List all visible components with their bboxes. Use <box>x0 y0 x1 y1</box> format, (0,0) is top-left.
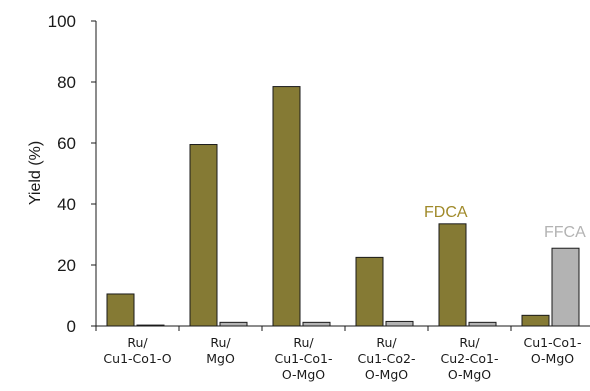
x-category-label: Ru/ <box>459 335 480 350</box>
y-tick-label: 100 <box>48 12 76 31</box>
bar-ffca-2 <box>302 321 331 327</box>
bar-fdca-5 <box>521 314 550 327</box>
x-category-label: Cu1-Co1-O <box>103 351 171 366</box>
fdca-annotation: FDCA <box>424 204 468 221</box>
x-axis <box>95 325 590 331</box>
x-category-label: Ru/ <box>127 335 148 350</box>
x-category-label: O-MgO <box>448 367 491 382</box>
x-category-label: O-MgO <box>365 367 408 382</box>
x-category-label: Cu1-Co1- <box>524 335 582 350</box>
bar-ffca-3 <box>385 320 414 327</box>
y-axis-title: Yield (%) <box>27 141 44 205</box>
y-axis: 0 20 40 60 80 100 <box>48 12 97 336</box>
x-category-label: O-MgO <box>531 351 574 366</box>
ffca-annotation: FFCA <box>544 224 586 241</box>
x-category-label: O-MgO <box>282 367 325 382</box>
x-category-label: Ru/ <box>376 335 397 350</box>
x-category-label: Cu1-Co2- <box>358 351 416 366</box>
y-tick-label: 60 <box>57 134 76 153</box>
category-labels: Ru/Cu1-Co1-ORu/MgORu/Cu1-Co1-O-MgORu/Cu1… <box>103 335 581 382</box>
bars <box>106 86 580 327</box>
bar-fdca-1 <box>189 144 218 327</box>
bar-ffca-5 <box>551 247 580 327</box>
x-category-label: Cu1-Co1- <box>275 351 333 366</box>
y-tick-label: 20 <box>57 256 76 275</box>
bar-ffca-1 <box>219 321 248 327</box>
y-tick-label: 0 <box>67 317 76 336</box>
y-tick-label: 40 <box>57 195 76 214</box>
bar-fdca-2 <box>272 86 301 327</box>
bar-fdca-3 <box>355 256 384 327</box>
bar-ffca-4 <box>468 321 497 327</box>
x-category-label: MgO <box>206 351 235 366</box>
x-category-label: Cu2-Co1- <box>441 351 499 366</box>
bar-ffca-0 <box>136 324 165 327</box>
y-tick-label: 80 <box>57 73 76 92</box>
x-category-label: Ru/ <box>210 335 231 350</box>
bar-fdca-4 <box>438 223 467 327</box>
x-category-label: Ru/ <box>293 335 314 350</box>
bar-fdca-0 <box>106 293 135 327</box>
